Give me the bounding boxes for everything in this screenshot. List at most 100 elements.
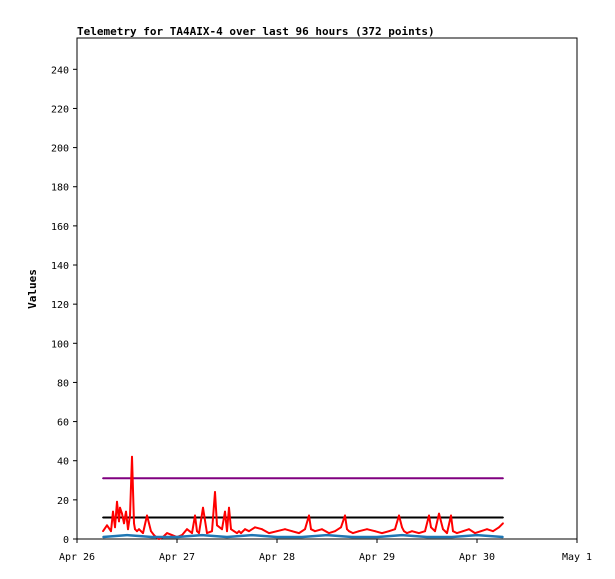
y-tick-label: 220	[51, 104, 69, 115]
x-tick-label: May 1	[562, 552, 592, 563]
data-point	[194, 514, 196, 517]
data-point	[118, 520, 120, 523]
data-point	[348, 530, 350, 533]
y-tick-label: 160	[51, 222, 69, 233]
data-point	[238, 530, 240, 533]
data-point	[438, 512, 440, 515]
data-point	[153, 534, 155, 536]
data-point	[284, 528, 286, 531]
data-point	[214, 491, 216, 493]
data-point	[376, 536, 378, 538]
data-point	[206, 532, 208, 534]
data-point	[498, 526, 500, 529]
data-point	[326, 534, 328, 536]
data-point	[191, 532, 193, 534]
x-axis: Apr 26 Apr 27 Apr 28 Apr 29 Apr 30 May 1	[59, 539, 592, 563]
data-point	[134, 528, 136, 531]
y-tick-label: 140	[51, 261, 69, 272]
data-point	[236, 532, 238, 534]
data-point	[462, 530, 464, 533]
data-point	[233, 530, 235, 533]
data-point	[451, 536, 453, 538]
data-point	[381, 532, 383, 534]
data-point	[110, 530, 112, 533]
data-point	[226, 536, 228, 538]
data-point	[502, 477, 504, 480]
data-point	[106, 524, 108, 527]
data-point	[334, 530, 336, 533]
data-point	[434, 530, 436, 533]
data-point	[171, 534, 173, 536]
data-point	[351, 536, 353, 538]
series-line-3	[102, 533, 504, 539]
data-point	[126, 534, 128, 536]
data-point	[394, 528, 396, 531]
data-point	[140, 530, 142, 533]
data-point	[406, 532, 408, 534]
data-point	[426, 536, 428, 538]
data-point	[486, 528, 488, 531]
data-point	[114, 526, 116, 529]
y-tick-label: 20	[57, 496, 69, 507]
data-point	[502, 536, 504, 538]
y-axis: 0 20 40 60 80 100 120 140 160 180 200 220 240	[51, 65, 77, 546]
data-point	[251, 534, 253, 536]
data-point	[125, 510, 127, 513]
series-layer	[102, 455, 504, 540]
y-axis-label: Values	[26, 269, 39, 309]
data-point	[480, 530, 482, 533]
data-point	[244, 528, 246, 531]
data-point	[456, 532, 458, 534]
plot-frame	[76, 37, 578, 540]
x-tick-label: Apr 28	[259, 552, 295, 563]
x-tick-label: Apr 29	[359, 552, 395, 563]
data-point	[129, 514, 131, 517]
data-point	[468, 528, 470, 531]
data-point	[119, 506, 121, 509]
data-point	[198, 532, 200, 534]
data-point	[328, 532, 330, 534]
data-point	[261, 528, 263, 531]
data-point	[116, 500, 118, 503]
data-point	[166, 532, 168, 534]
data-point	[340, 526, 342, 529]
data-point	[502, 522, 504, 525]
data-point	[321, 528, 323, 531]
data-point	[301, 536, 303, 538]
data-point	[398, 514, 400, 517]
data-point	[428, 514, 430, 517]
data-point	[401, 526, 403, 529]
y-tick-label: 60	[57, 418, 69, 429]
data-point	[230, 528, 232, 531]
data-point	[502, 516, 504, 519]
data-point	[136, 530, 138, 533]
data-point	[276, 530, 278, 533]
data-point	[366, 528, 368, 531]
data-point	[240, 532, 242, 534]
y-tick-label: 240	[51, 65, 69, 76]
data-point	[121, 512, 123, 515]
data-point	[492, 530, 494, 533]
data-point	[314, 530, 316, 533]
x-tick-label: Apr 27	[159, 552, 195, 563]
series-line-2	[102, 455, 504, 540]
data-point	[424, 530, 426, 533]
data-point	[102, 516, 104, 519]
data-point	[216, 524, 218, 527]
data-point	[452, 530, 454, 533]
data-point	[346, 528, 348, 531]
data-point	[186, 528, 188, 531]
data-point	[430, 526, 432, 529]
data-point	[201, 534, 203, 536]
y-tick-label: 180	[51, 183, 69, 194]
data-point	[202, 506, 204, 509]
data-point	[151, 536, 153, 538]
y-tick-label: 120	[51, 300, 69, 311]
data-point	[226, 530, 228, 533]
data-point	[442, 528, 444, 531]
data-point	[158, 538, 160, 540]
data-point	[418, 532, 420, 534]
data-point	[176, 536, 178, 538]
data-point	[474, 532, 476, 534]
